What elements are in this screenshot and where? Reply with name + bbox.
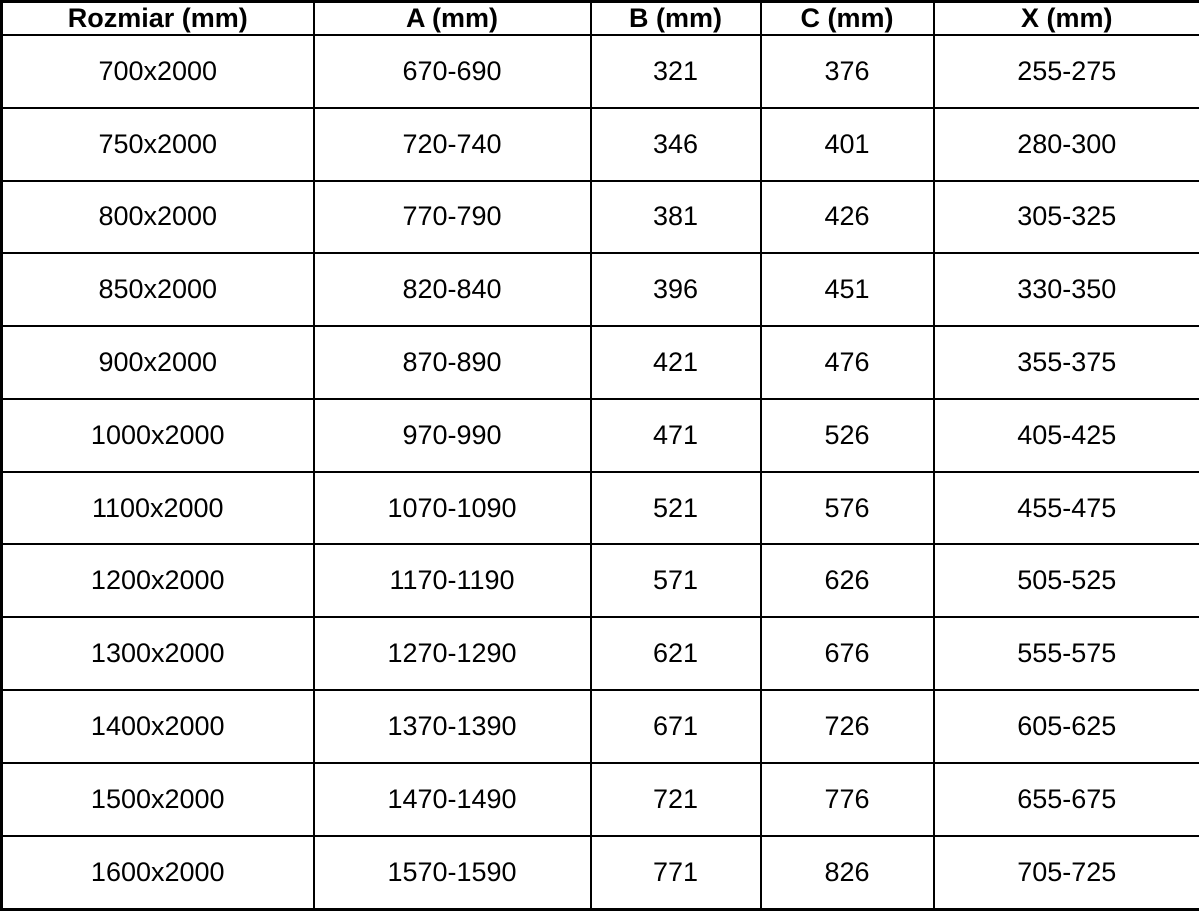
cell-b: 671 (589, 689, 762, 764)
cell-x: 330-350 (932, 252, 1199, 328)
cell-c: 726 (759, 689, 935, 764)
table-row: 1100x2000 1070-1090 521 576 455-475 (0, 470, 1199, 546)
cell-b: 421 (589, 325, 762, 400)
cell-a: 1170-1190 (312, 543, 592, 619)
cell-x: 505-525 (932, 543, 1199, 619)
cell-rozmiar: 900x2000 (0, 325, 315, 400)
cell-c: 826 (759, 834, 935, 911)
cell-c: 676 (759, 616, 935, 692)
cell-c: 526 (759, 397, 935, 473)
cell-c: 576 (759, 470, 935, 546)
cell-rozmiar: 1500x2000 (0, 761, 315, 837)
cell-x: 355-375 (932, 325, 1199, 400)
table-row: 1400x2000 1370-1390 671 726 605-625 (0, 689, 1199, 764)
cell-a: 770-790 (312, 179, 592, 255)
cell-a: 1570-1590 (312, 834, 592, 911)
cell-x: 280-300 (932, 106, 1199, 182)
cell-rozmiar: 750x2000 (0, 106, 315, 182)
cell-x: 455-475 (932, 470, 1199, 546)
cell-b: 471 (589, 397, 762, 473)
cell-c: 451 (759, 252, 935, 328)
cell-c: 426 (759, 179, 935, 255)
cell-b: 571 (589, 543, 762, 619)
column-header-rozmiar: Rozmiar (mm) (0, 0, 315, 36)
table-row: 1600x2000 1570-1590 771 826 705-725 (0, 834, 1199, 911)
column-header-c: C (mm) (759, 0, 935, 36)
cell-rozmiar: 1300x2000 (0, 616, 315, 692)
cell-b: 346 (589, 106, 762, 182)
column-header-a: A (mm) (312, 0, 592, 36)
cell-a: 670-690 (312, 34, 592, 109)
cell-b: 321 (589, 34, 762, 109)
cell-b: 521 (589, 470, 762, 546)
table-row: 700x2000 670-690 321 376 255-275 (0, 34, 1199, 109)
column-header-x: X (mm) (932, 0, 1199, 36)
cell-x: 655-675 (932, 761, 1199, 837)
cell-x: 305-325 (932, 179, 1199, 255)
column-header-b: B (mm) (589, 0, 762, 36)
cell-c: 376 (759, 34, 935, 109)
cell-x: 405-425 (932, 397, 1199, 473)
table-row: 1000x2000 970-990 471 526 405-425 (0, 397, 1199, 473)
cell-a: 870-890 (312, 325, 592, 400)
cell-x: 605-625 (932, 689, 1199, 764)
cell-rozmiar: 1400x2000 (0, 689, 315, 764)
table-row: 1500x2000 1470-1490 721 776 655-675 (0, 761, 1199, 837)
cell-rozmiar: 1600x2000 (0, 834, 315, 911)
cell-c: 626 (759, 543, 935, 619)
cell-a: 1370-1390 (312, 689, 592, 764)
cell-a: 1270-1290 (312, 616, 592, 692)
cell-rozmiar: 1000x2000 (0, 397, 315, 473)
cell-rozmiar: 1100x2000 (0, 470, 315, 546)
cell-b: 621 (589, 616, 762, 692)
cell-c: 401 (759, 106, 935, 182)
table-row: 1300x2000 1270-1290 621 676 555-575 (0, 616, 1199, 692)
cell-b: 396 (589, 252, 762, 328)
cell-rozmiar: 700x2000 (0, 34, 315, 109)
table-row: 900x2000 870-890 421 476 355-375 (0, 325, 1199, 400)
cell-c: 776 (759, 761, 935, 837)
cell-b: 771 (589, 834, 762, 911)
table-row: 800x2000 770-790 381 426 305-325 (0, 179, 1199, 255)
table-row: 1200x2000 1170-1190 571 626 505-525 (0, 543, 1199, 619)
cell-a: 720-740 (312, 106, 592, 182)
cell-x: 555-575 (932, 616, 1199, 692)
table-row: 850x2000 820-840 396 451 330-350 (0, 252, 1199, 328)
cell-a: 1070-1090 (312, 470, 592, 546)
cell-a: 820-840 (312, 252, 592, 328)
cell-b: 381 (589, 179, 762, 255)
cell-a: 1470-1490 (312, 761, 592, 837)
table-row: 750x2000 720-740 346 401 280-300 (0, 106, 1199, 182)
cell-a: 970-990 (312, 397, 592, 473)
cell-rozmiar: 1200x2000 (0, 543, 315, 619)
cell-x: 255-275 (932, 34, 1199, 109)
cell-rozmiar: 850x2000 (0, 252, 315, 328)
cell-b: 721 (589, 761, 762, 837)
header-row: Rozmiar (mm) A (mm) B (mm) C (mm) X (mm) (0, 0, 1199, 36)
cell-rozmiar: 800x2000 (0, 179, 315, 255)
cell-c: 476 (759, 325, 935, 400)
cell-x: 705-725 (932, 834, 1199, 911)
